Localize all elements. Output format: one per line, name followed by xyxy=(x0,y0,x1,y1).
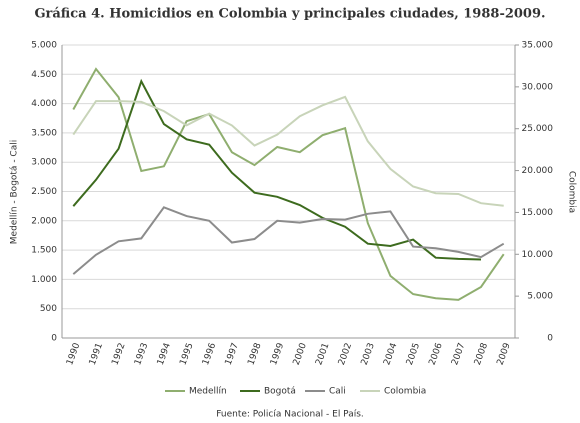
x-tick-label: 1991 xyxy=(88,342,105,367)
legend-label: Bogotá xyxy=(264,387,296,397)
x-tick-label: 1997 xyxy=(224,342,241,367)
y-tick-label: 4.500 xyxy=(31,70,57,80)
series-line xyxy=(72,95,504,207)
y-axis-label: Medellín - Bogotá - Cali xyxy=(10,140,20,244)
y2-tick-label: 15.000 xyxy=(522,208,554,218)
y-tick-label: 0 xyxy=(51,334,57,344)
x-tick-label: 2000 xyxy=(292,341,309,366)
legend-label: Medellín xyxy=(189,387,227,397)
y-tick-label: 4.000 xyxy=(31,99,57,109)
x-tick-label: 1999 xyxy=(269,341,286,366)
y-tick-label: 2.500 xyxy=(31,187,57,197)
x-tick-label: 1993 xyxy=(133,342,150,367)
x-tick-label: 1998 xyxy=(246,341,263,366)
series-line xyxy=(72,78,482,261)
y-tick-label: 5.000 xyxy=(31,41,57,51)
y-tick-label: 3.000 xyxy=(31,158,57,168)
y-tick-label: 2.000 xyxy=(31,216,57,226)
x-tick-label: 2004 xyxy=(382,341,399,366)
y2-axis-label: Colombia xyxy=(567,171,577,213)
x-tick-label: 2006 xyxy=(428,341,445,366)
y2-tick-label: 20.000 xyxy=(522,166,554,176)
x-tick-label: 1992 xyxy=(110,342,127,367)
x-tick-label: 2009 xyxy=(496,341,513,366)
y2-tick-label: 30.000 xyxy=(522,82,554,92)
y-tick-label: 1.000 xyxy=(31,275,57,285)
x-tick-label: 2007 xyxy=(450,342,467,367)
y2-tick-label: 5.000 xyxy=(527,292,553,302)
y2-tick-label: 0 xyxy=(547,334,553,344)
y-tick-label: 500 xyxy=(40,304,57,314)
y2-tick-label: 35.000 xyxy=(522,41,554,51)
x-tick-label: 1995 xyxy=(178,342,195,367)
y-tick-label: 3.500 xyxy=(31,128,57,138)
source-note: Fuente: Policía Nacional - El País. xyxy=(216,410,364,420)
x-tick-label: 2003 xyxy=(360,342,377,367)
legend-label: Colombia xyxy=(384,387,426,397)
x-tick-label: 2005 xyxy=(405,342,422,367)
series-line xyxy=(72,67,505,301)
y-tick-label: 1.500 xyxy=(31,246,57,256)
y2-tick-label: 25.000 xyxy=(522,124,554,134)
x-tick-label: 2002 xyxy=(337,342,354,367)
x-tick-label: 1994 xyxy=(156,341,173,366)
x-tick-label: 2008 xyxy=(473,341,490,366)
chart-title: Gráfica 4. Homicidios en Colombia y prin… xyxy=(34,7,545,22)
x-tick-label: 2001 xyxy=(314,342,331,367)
y2-tick-label: 10.000 xyxy=(522,250,554,260)
legend-label: Cali xyxy=(329,387,346,397)
x-tick-label: 1990 xyxy=(65,341,82,366)
series-line xyxy=(72,206,505,275)
x-tick-label: 1996 xyxy=(201,341,218,366)
